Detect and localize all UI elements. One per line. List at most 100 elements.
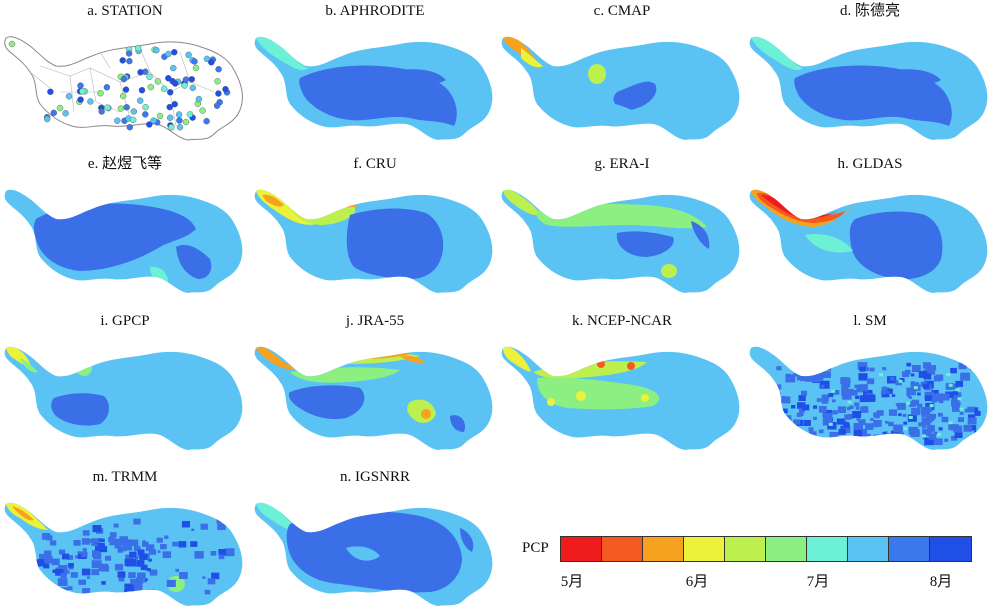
legend-title: PCP xyxy=(522,540,549,556)
precip-cell xyxy=(881,386,888,391)
precip-cell xyxy=(931,390,939,396)
precip-cell xyxy=(836,418,845,425)
legend-swatch xyxy=(561,537,602,561)
precip-cell xyxy=(865,423,874,430)
precip-cell xyxy=(960,372,970,381)
precip-cell xyxy=(175,568,180,572)
precip-cell xyxy=(162,551,171,558)
station-point xyxy=(122,86,130,93)
panel-title: i. GPCP xyxy=(100,313,150,329)
precip-region xyxy=(33,203,197,271)
precip-cell xyxy=(885,420,889,424)
precip-region xyxy=(346,208,444,279)
precip-cell xyxy=(926,425,935,432)
precip-cell xyxy=(858,419,866,425)
precip-cell xyxy=(801,390,808,396)
precip-cell xyxy=(838,428,846,435)
station-point xyxy=(171,100,178,108)
station-point xyxy=(47,88,54,96)
panel-title: j. JRA-55 xyxy=(345,313,405,329)
precip-cell xyxy=(53,592,63,600)
precip-cell xyxy=(106,595,112,600)
precip-cell xyxy=(146,568,151,572)
precip-cell xyxy=(777,419,782,423)
precip-cell xyxy=(879,373,883,377)
station-point xyxy=(186,111,194,118)
precip-cell xyxy=(146,544,155,551)
precip-cell xyxy=(850,389,858,396)
plateau-map xyxy=(749,346,988,450)
precip-cell xyxy=(35,559,45,567)
precip-cell xyxy=(870,418,874,421)
precip-cell xyxy=(133,545,141,552)
station-point xyxy=(56,104,64,112)
precip-cell xyxy=(845,378,851,383)
precip-cell xyxy=(912,365,921,373)
precip-cell xyxy=(800,374,809,382)
map-panel-l: l. SM xyxy=(745,312,995,452)
station-point xyxy=(208,59,215,66)
precip-cell xyxy=(859,366,866,372)
precip-cell xyxy=(856,417,860,421)
precip-cell xyxy=(888,409,898,416)
precip-cell xyxy=(164,535,169,539)
precip-cell xyxy=(873,434,882,441)
precip-cell xyxy=(800,363,806,368)
precip-cell xyxy=(797,402,806,409)
precip-cell xyxy=(117,548,123,553)
precip-cell xyxy=(853,423,863,431)
station-point xyxy=(142,111,149,118)
precip-cell xyxy=(957,397,962,401)
precip-cell xyxy=(953,391,958,396)
precip-cell xyxy=(92,525,102,533)
station-point xyxy=(165,75,172,82)
precip-cell xyxy=(908,416,913,419)
precip-cell xyxy=(801,404,810,411)
map-panel-i: i. GPCP xyxy=(0,312,250,452)
precip-cell xyxy=(803,420,811,426)
precip-cell xyxy=(788,428,793,432)
precip-cell xyxy=(828,422,833,426)
precip-cell xyxy=(959,407,964,411)
precip-cell xyxy=(67,555,74,560)
legend-swatch xyxy=(807,537,848,561)
panel-title: n. IGSNRR xyxy=(339,469,410,485)
plateau-map xyxy=(4,502,243,606)
precip-cell xyxy=(872,435,879,440)
station-point xyxy=(150,117,157,124)
precip-cell xyxy=(818,429,824,434)
station-point xyxy=(130,108,138,115)
precip-cell xyxy=(828,393,834,398)
station-point xyxy=(192,64,200,72)
precip-cell xyxy=(77,551,81,554)
station-point xyxy=(222,85,229,93)
province-boundaries xyxy=(29,47,215,127)
precip-cell xyxy=(785,421,790,425)
precip-cell xyxy=(810,374,820,382)
precip-cell xyxy=(191,528,195,531)
precip-cell xyxy=(910,373,915,377)
precip-cell xyxy=(211,572,220,580)
precip-cell xyxy=(785,373,791,378)
precip-cell xyxy=(922,429,931,436)
precip-region xyxy=(76,360,92,376)
precip-cell xyxy=(55,569,64,576)
precip-region xyxy=(613,81,657,110)
station-point xyxy=(126,123,134,131)
legend-swatch xyxy=(930,537,971,561)
precip-cell xyxy=(778,399,783,403)
precip-cell xyxy=(891,394,896,397)
precip-region xyxy=(12,506,34,521)
precip-cell xyxy=(822,418,833,426)
precip-region xyxy=(537,377,660,410)
plateau-map xyxy=(749,36,988,140)
precip-cell xyxy=(120,546,127,552)
station-point xyxy=(87,98,94,105)
precip-cell xyxy=(917,392,921,396)
precip-cell xyxy=(43,563,50,569)
precip-cell xyxy=(958,362,967,370)
precip-region xyxy=(751,36,803,71)
precip-cell xyxy=(776,366,782,371)
precip-cell xyxy=(114,542,122,549)
precip-cell xyxy=(946,372,951,376)
